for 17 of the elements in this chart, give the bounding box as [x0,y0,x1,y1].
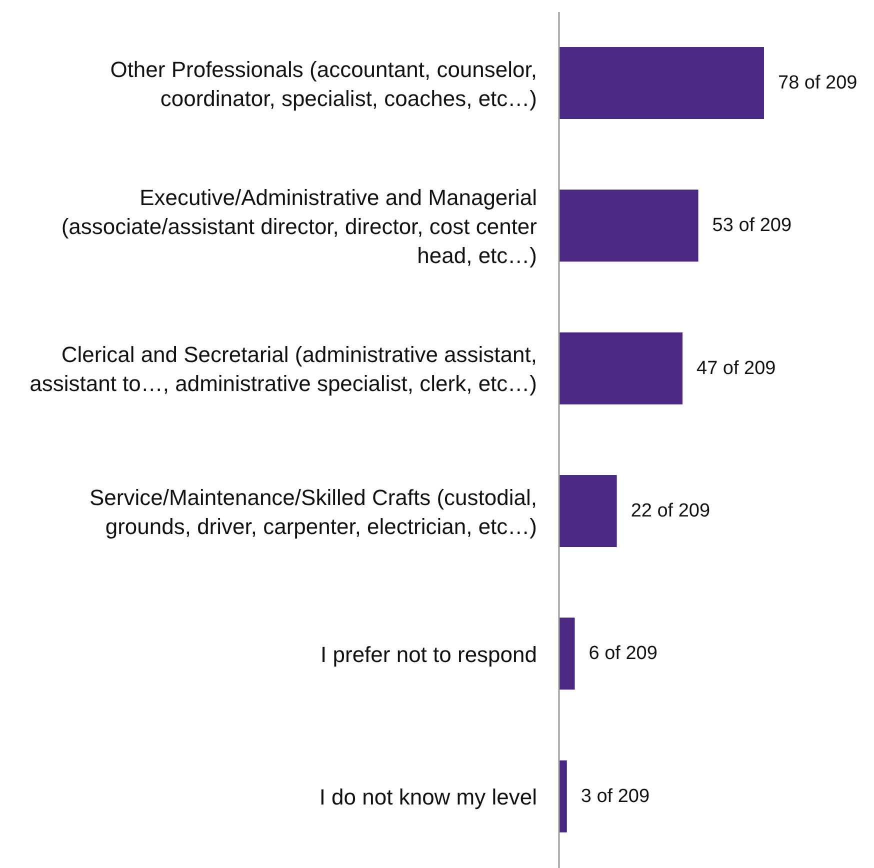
bar [559,190,698,262]
data-label: 3 of 209 [580,786,650,807]
bar [559,332,683,404]
data-label: 22 of 209 [630,500,710,522]
data-label: 78 of 209 [778,72,858,94]
bar [559,618,575,690]
y-tick-label: Executive/Administrative and Managerial (associate/assistant director, director, cost center head, etc…) [61,184,537,268]
y-tick-label: Service/Maintenance/Skilled Crafts (custodial, grounds, driver, carpenter, electrician, etc…) [89,484,537,538]
data-label: 47 of 209 [696,358,776,379]
y-tick-label: I prefer not to respond [320,642,537,666]
y-tick-label: Clerical and Secretarial (administrative assistant, assistant to…, administrative specialist, clerk, etc…) [30,342,537,396]
bar [559,47,764,119]
bar [559,475,617,547]
y-tick-label: I do not know my level [319,784,537,810]
data-label: 53 of 209 [712,215,792,236]
y-tick-label: Other Professionals (accountant, counselor, coordinator, specialist, coaches, etc…) [110,56,537,110]
data-label: 6 of 209 [588,643,658,664]
